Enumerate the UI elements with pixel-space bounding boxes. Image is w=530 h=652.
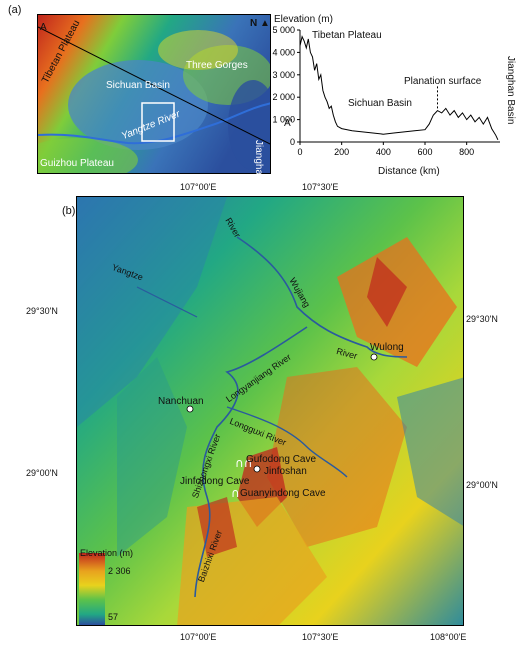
location-map bbox=[37, 14, 271, 174]
legend-max: 2 306 bbox=[108, 566, 131, 576]
legend-min: 57 bbox=[108, 612, 119, 622]
profile-x-tick-label: 800 bbox=[459, 147, 474, 157]
profile-x-tick-label: 0 bbox=[297, 147, 302, 157]
profile-jianghan-label: Jianghan Basin bbox=[505, 56, 516, 125]
bottom-tick-107-00: 107°00'E bbox=[180, 632, 217, 642]
profile-svg: 5 000 4 000 3 000 2 000 1 000 00 200 400 600 800 bbox=[272, 25, 500, 157]
panel-a-label: (a) bbox=[8, 4, 22, 16]
jinfoshan-label: Jinfoshan bbox=[264, 466, 307, 477]
location-map-graphic bbox=[38, 15, 270, 173]
wulong-label: Wulong bbox=[370, 342, 404, 353]
north-arrow: N ▲ bbox=[250, 18, 270, 29]
bottom-tick-107-30: 107°30'E bbox=[302, 632, 339, 642]
profile-y-tick-label: 2 000 bbox=[272, 92, 295, 102]
guanyindong-label: Guanyindong Cave bbox=[240, 488, 326, 499]
profile-y-tick-label: 0 bbox=[290, 137, 295, 147]
profile-chart: 5 000 4 000 3 000 2 000 1 000 0 0 200 400 600 800 bbox=[262, 24, 530, 184]
profile-start-label: A bbox=[40, 22, 47, 33]
right-tick-29-00: 29°00'N bbox=[466, 480, 498, 490]
profile-planation-label: Planation surface bbox=[404, 76, 482, 87]
profile-end-label: A' bbox=[284, 118, 293, 129]
legend-title: Elevation (m) bbox=[80, 548, 134, 558]
svg-text:∩∩: ∩∩ bbox=[235, 456, 253, 470]
profile-xlabel: Distance (km) bbox=[378, 166, 440, 177]
three-gorges-label: Three Gorges bbox=[186, 60, 248, 71]
nanchuan-label: Nanchuan bbox=[158, 396, 204, 407]
profile-y-tick-label: 3 000 bbox=[272, 70, 295, 80]
panel-b-label: (b) bbox=[62, 205, 76, 217]
profile-y-tick-label: 1 000 bbox=[272, 115, 295, 125]
sichuan-basin-label: Sichuan Basin bbox=[106, 80, 170, 91]
top-tick-107-00: 107°00'E bbox=[180, 182, 217, 192]
left-tick-29-30: 29°30'N bbox=[26, 306, 58, 316]
profile-x-tick-label: 400 bbox=[376, 147, 391, 157]
profile-line bbox=[299, 35, 499, 141]
jinfodong-label: Jinfodong Cave bbox=[180, 476, 250, 487]
profile-x-tick-label: 600 bbox=[417, 147, 432, 157]
study-area-graphic: ∩∩ ∩ bbox=[77, 197, 463, 625]
left-tick-29-00: 29°00'N bbox=[26, 468, 58, 478]
right-tick-29-30: 29°30'N bbox=[466, 314, 498, 324]
svg-text:∩: ∩ bbox=[231, 486, 240, 500]
study-area-map: ∩∩ ∩ bbox=[76, 196, 464, 626]
profile-ylabel: Elevation (m) bbox=[274, 14, 333, 25]
profile-y-tick-label: 4 000 bbox=[272, 47, 295, 57]
guizhou-plateau-label: Guizhou Plateau bbox=[40, 158, 114, 169]
profile-x-tick-label: 200 bbox=[334, 147, 349, 157]
profile-tibetan-label: Tibetan Plateau bbox=[312, 30, 382, 41]
profile-y-tick-label: 5 000 bbox=[272, 25, 295, 35]
profile-sichuan-label: Sichuan Basin bbox=[348, 98, 412, 109]
gufodong-label: Gufodong Cave bbox=[246, 454, 317, 465]
bottom-tick-108-00: 108°00'E bbox=[430, 632, 467, 642]
top-tick-107-30: 107°30'E bbox=[302, 182, 339, 192]
